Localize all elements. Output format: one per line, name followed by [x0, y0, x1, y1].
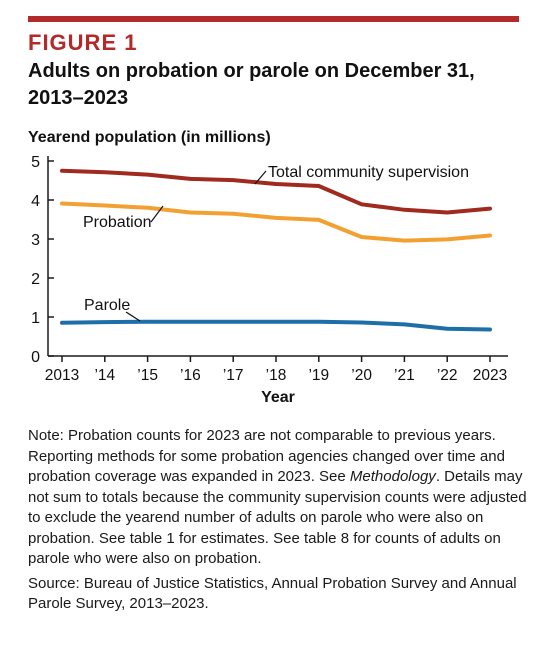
x-tick-label: 2023 — [473, 367, 507, 384]
note-methodology-ref: Methodology — [349, 468, 436, 485]
x-tick-label: ’17 — [223, 367, 244, 384]
y-axis-title: Yearend population (in millions) — [28, 129, 271, 146]
note-text-part1: Note: Probation counts for 2023 are not … — [28, 427, 505, 485]
x-tick-label: 2013 — [45, 367, 79, 384]
series-label-total-supervision: Total community supervision — [268, 164, 469, 181]
series-line-total-supervision — [60, 168, 492, 215]
line-chart: Yearend population (in millions) 0 1 2 3 4 5 20… — [28, 129, 508, 406]
y-tick-label: 2 — [31, 271, 40, 288]
y-tick-label: 5 — [31, 154, 40, 171]
x-tick-label: ’14 — [94, 367, 115, 384]
chart-container: Yearend population (in millions) 0 1 2 3 4 5 20… — [0, 118, 553, 418]
x-tick-label: ’16 — [180, 367, 201, 384]
x-tick-label: ’18 — [266, 367, 287, 384]
figure-label: FIGURE 1 — [28, 30, 138, 55]
top-rule — [28, 16, 519, 22]
source-text: Source: Bureau of Justice Statistics, An… — [28, 574, 517, 613]
series-line-probation — [60, 201, 492, 243]
x-tick-label: ’22 — [437, 367, 458, 384]
x-tick-label: ’21 — [394, 367, 415, 384]
series-line-parole — [60, 319, 492, 332]
note-text-part2: . Details may not sum to totals because … — [28, 468, 527, 567]
note-text: Note: Probation counts for 2023 are not … — [28, 426, 528, 570]
y-tick-label: 4 — [31, 193, 40, 210]
notes-block: Note: Probation counts for 2023 are not … — [28, 426, 528, 615]
series-label-probation: Probation — [83, 214, 152, 231]
x-tick-label: ’19 — [308, 367, 329, 384]
x-tick-label: ’20 — [351, 367, 372, 384]
series-label-leader-parole — [125, 311, 141, 322]
y-tick-label: 0 — [31, 349, 40, 366]
x-axis-title: Year — [261, 389, 295, 406]
x-tick-label: ’15 — [137, 367, 158, 384]
y-tick-label: 3 — [31, 232, 40, 249]
series-label-leader-probation — [150, 205, 164, 223]
y-tick-label: 1 — [31, 310, 40, 327]
series-label-leader-total-supervision — [254, 170, 267, 185]
figure-title: Adults on probation or parole on Decembe… — [28, 60, 475, 109]
series-label-parole: Parole — [84, 297, 130, 314]
